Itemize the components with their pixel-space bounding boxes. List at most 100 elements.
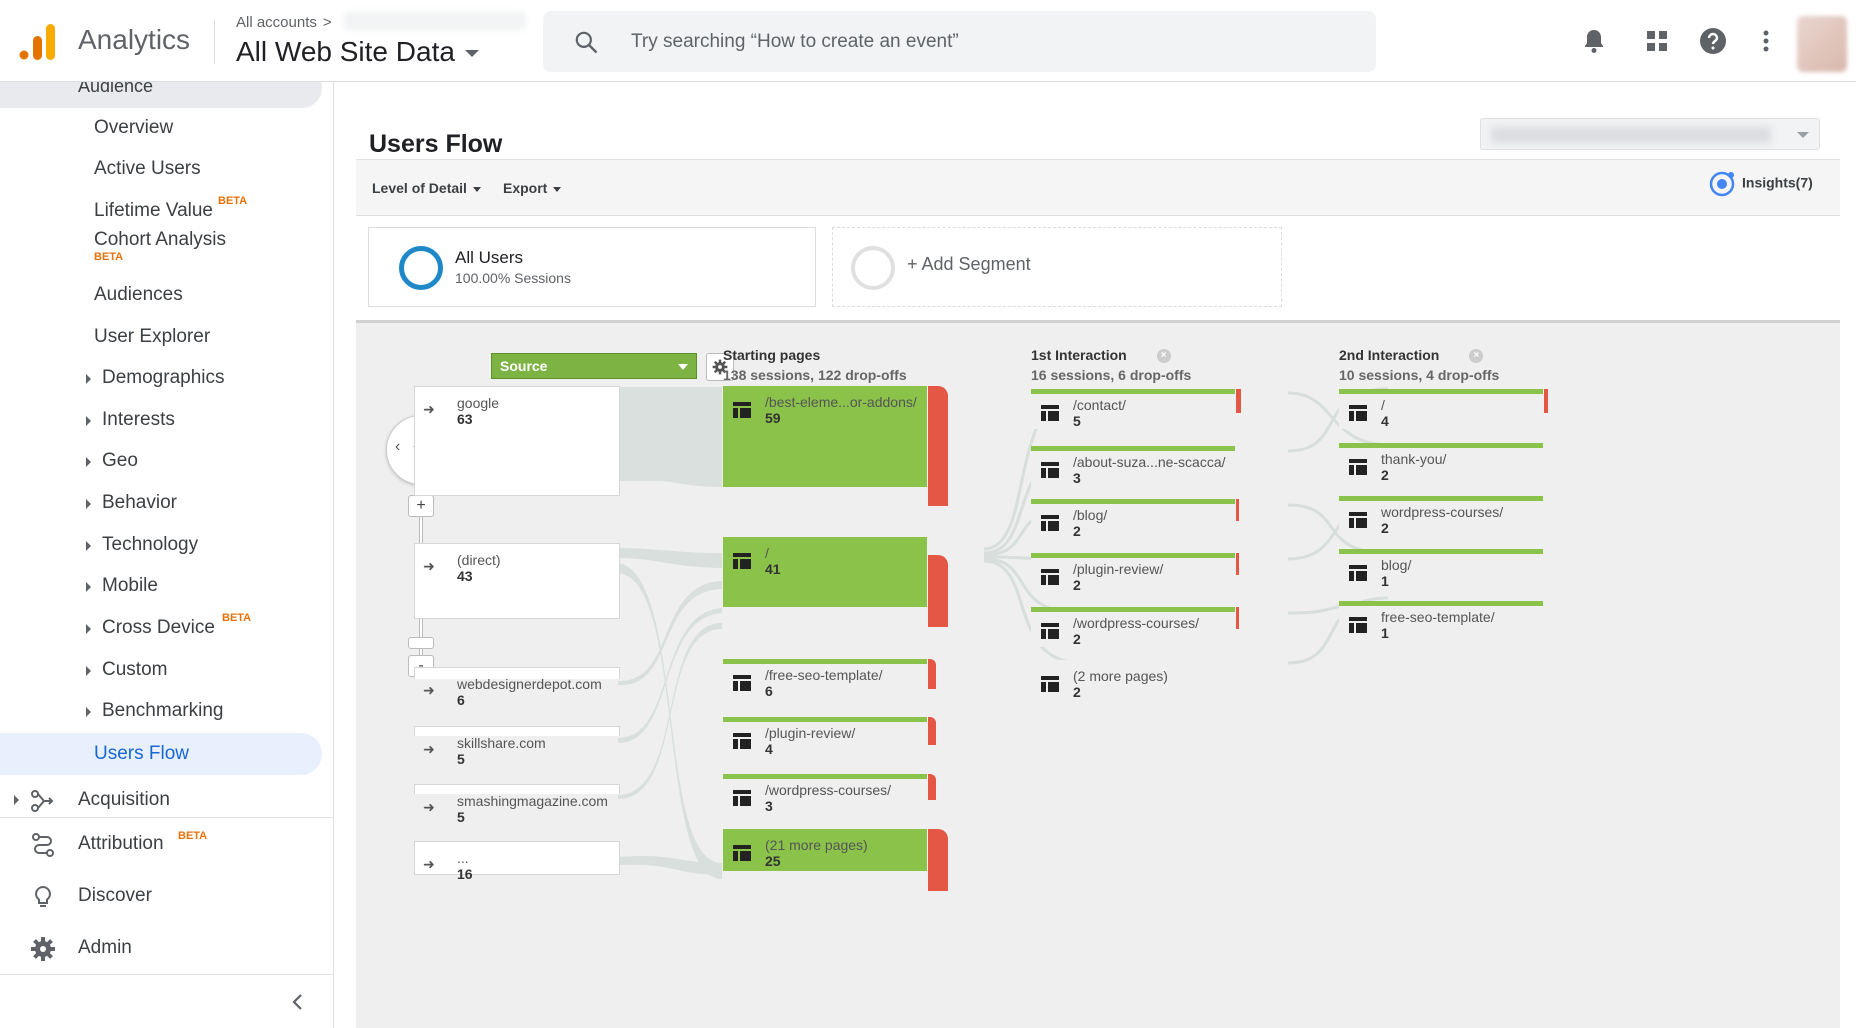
sidebar-item-cross-device[interactable]: Cross Device BETA (0, 608, 322, 648)
sidebar-item-active-users[interactable]: Active Users (0, 149, 322, 189)
sidebar-item-interests[interactable]: Interests (0, 400, 322, 440)
sidebar-section-discover[interactable]: Discover (0, 874, 333, 918)
second-interaction-node[interactable]: wordpress-courses/2 (1339, 496, 1543, 536)
avatar[interactable] (1797, 16, 1847, 72)
starting-page-node[interactable]: /wordpress-courses/3 (723, 774, 927, 814)
dropoff-bar[interactable] (928, 386, 948, 506)
flow-settings-button[interactable] (706, 353, 734, 381)
sidebar-item-users-flow[interactable]: Users Flow (0, 733, 322, 775)
column-title: 1st Interaction (1031, 347, 1127, 363)
sidebar-section-attribution[interactable]: Attribution BETA (0, 822, 333, 866)
source-node[interactable]: ➜ smashingmagazine.com 5 (414, 784, 620, 825)
zoom-in-button[interactable]: + (408, 495, 434, 517)
apps-grid-icon[interactable] (1640, 24, 1674, 58)
second-interaction-node[interactable]: thank-you/2 (1339, 443, 1543, 483)
date-range-selector[interactable] (1480, 118, 1820, 150)
insights-button[interactable]: Insights(7) (1708, 170, 1813, 198)
column-header-starting-pages[interactable]: Starting pages 138 sessions, 122 drop-off… (723, 347, 907, 383)
starting-page-node[interactable]: /free-seo-template/6 (723, 659, 927, 699)
remove-column-icon[interactable]: × (1469, 349, 1484, 364)
sidebar-item-cohort-analysis[interactable]: Cohort Analysis BETA (0, 225, 322, 269)
first-interaction-node[interactable]: /plugin-review/2 (1031, 553, 1235, 593)
column-header-1st-interaction[interactable]: 1st Interaction × 16 sessions, 6 drop-offs (1031, 347, 1191, 383)
dropoff-bar[interactable] (928, 829, 948, 891)
page-icon (1349, 405, 1367, 421)
breadcrumb-all-accounts[interactable]: All accounts (236, 14, 317, 31)
page-icon (1349, 512, 1367, 528)
search-icon (575, 31, 597, 53)
sidebar-item-technology[interactable]: Technology (0, 525, 322, 565)
sidebar-item-label: Technology (102, 534, 199, 555)
collapse-sidebar-chevron-icon[interactable] (288, 992, 308, 1012)
node-value: 2 (1381, 520, 1389, 536)
first-interaction-node[interactable]: (2 more pages) 2 (1031, 660, 1235, 700)
sidebar-section-acquisition[interactable]: Acquisition (0, 778, 333, 822)
property-selector[interactable]: All Web Site Data (236, 36, 479, 68)
sidebar-item-benchmarking[interactable]: Benchmarking (0, 691, 322, 731)
page-icon (1041, 405, 1059, 421)
second-interaction-node[interactable]: blog/1 (1339, 549, 1543, 589)
search-bar[interactable] (543, 11, 1376, 72)
starting-page-node[interactable]: /best-eleme...or-addons/59 (723, 386, 927, 487)
second-interaction-node[interactable]: free-seo-template/1 (1339, 601, 1543, 641)
sidebar-item-overview[interactable]: Overview (0, 108, 322, 148)
level-of-detail-menu[interactable]: Level of Detail (372, 180, 481, 196)
source-node[interactable]: ➜ (direct) 43 (414, 543, 620, 619)
node-name: /contact/ (1073, 397, 1126, 413)
segment-all-users[interactable]: All Users 100.00% Sessions (368, 227, 816, 307)
dropoff-bar[interactable] (928, 774, 936, 800)
first-interaction-node[interactable]: /about-suza...ne-scacca/3 (1031, 446, 1235, 486)
source-node[interactable]: ➜ skillshare.com 5 (414, 726, 620, 767)
first-interaction-node[interactable]: /blog/2 (1031, 499, 1235, 539)
starting-page-node[interactable]: (21 more pages) 25 (723, 829, 927, 871)
dropoff-bar[interactable] (1236, 499, 1239, 521)
dimension-selector[interactable]: Source (491, 353, 697, 379)
source-node[interactable]: ➜... 16 (414, 841, 620, 882)
dropoff-bar[interactable] (1236, 553, 1239, 575)
analytics-logo-icon[interactable] (18, 22, 58, 62)
flow-volume-bar (723, 774, 927, 779)
sidebar-section-admin[interactable]: Admin (0, 926, 333, 970)
dropoff-bar[interactable] (928, 555, 948, 627)
sidebar-item-label: Cross Device (102, 617, 215, 638)
page-icon (1041, 676, 1059, 692)
remove-column-icon[interactable]: × (1156, 349, 1171, 364)
dropoff-bar[interactable] (928, 717, 936, 745)
starting-page-node[interactable]: /plugin-review/4 (723, 717, 927, 757)
second-interaction-node[interactable]: /4 (1339, 389, 1543, 429)
zoom-handle[interactable] (408, 637, 434, 649)
sidebar-item-demographics[interactable]: Demographics (0, 358, 322, 398)
first-interaction-node[interactable]: /wordpress-courses/2 (1031, 607, 1235, 647)
dropoff-bar[interactable] (1544, 389, 1548, 413)
sidebar-item-mobile[interactable]: Mobile (0, 566, 322, 606)
left-nav: Audience Overview Active Users Lifetime … (0, 82, 334, 1028)
starting-page-node[interactable]: /41 (723, 537, 927, 607)
node-value: 2 (1073, 684, 1081, 700)
chevron-right-icon: > (322, 14, 332, 31)
dropoff-bar[interactable] (928, 659, 936, 689)
sidebar-item-custom[interactable]: Custom (0, 650, 322, 690)
breadcrumb[interactable]: All accounts > (236, 14, 332, 31)
pan-left-icon[interactable]: ‹ (395, 438, 401, 455)
source-node[interactable]: ➜ google 63 (414, 386, 620, 496)
sidebar-item-audiences[interactable]: Audiences (0, 275, 322, 315)
sidebar-item-behavior[interactable]: Behavior (0, 483, 322, 523)
search-input[interactable] (631, 27, 1331, 57)
export-menu[interactable]: Export (503, 180, 562, 196)
node-name: /plugin-review/ (765, 725, 856, 741)
add-segment-button[interactable]: + Add Segment (832, 227, 1282, 307)
sidebar-item-lifetime-value[interactable]: Lifetime Value BETA (0, 191, 322, 231)
notifications-bell-icon[interactable] (1577, 24, 1611, 58)
node-value: 3 (1073, 470, 1081, 486)
dropoff-bar[interactable] (1236, 389, 1241, 413)
help-icon[interactable] (1696, 24, 1730, 58)
node-name: blog/ (1381, 557, 1412, 573)
sidebar-item-user-explorer[interactable]: User Explorer (0, 317, 322, 357)
column-header-2nd-interaction[interactable]: 2nd Interaction × 10 sessions, 4 drop-offs (1339, 347, 1499, 383)
first-interaction-node[interactable]: /contact/5 (1031, 389, 1235, 429)
dropoff-bar[interactable] (1236, 607, 1239, 629)
sidebar-item-geo[interactable]: Geo (0, 441, 322, 481)
source-node[interactable]: ➜ webdesignerdepot.com 6 (414, 667, 620, 708)
sidebar-section-audience[interactable]: Audience (0, 82, 322, 108)
more-vert-icon[interactable] (1749, 24, 1783, 58)
